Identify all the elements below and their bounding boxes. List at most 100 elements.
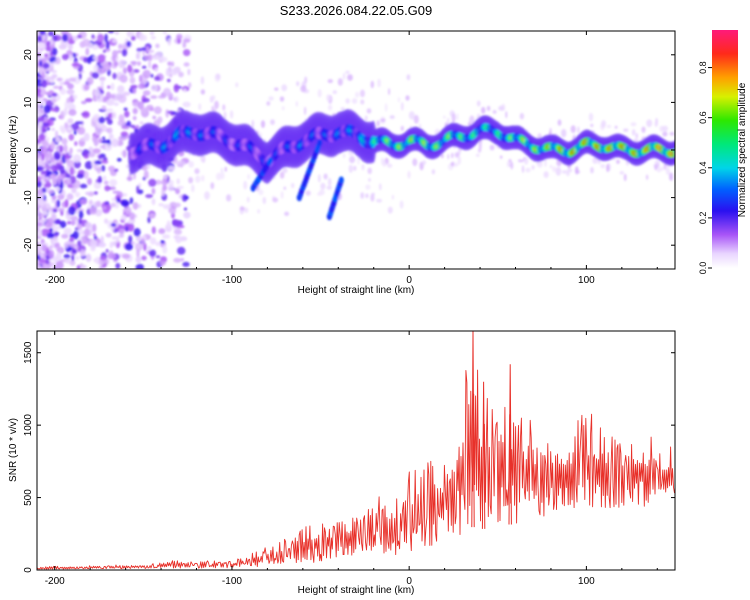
noise-blob — [102, 63, 111, 72]
noise-blob — [98, 266, 104, 269]
ridge-blob — [675, 147, 680, 155]
noise-blob — [92, 223, 97, 233]
noise-blob — [37, 109, 42, 118]
noise-blob — [370, 80, 374, 89]
noise-blob — [38, 133, 46, 141]
noise-blob — [122, 253, 131, 259]
noise-blob — [183, 211, 191, 219]
noise-blob — [367, 167, 373, 175]
y-tick-label: 20 — [23, 49, 34, 61]
noise-blob — [97, 54, 106, 63]
noise-blob — [64, 199, 69, 208]
noise-blob — [139, 74, 143, 82]
noise-blob — [38, 218, 47, 223]
noise-blob — [592, 157, 598, 164]
noise-blob — [391, 194, 394, 200]
noise-blob — [40, 88, 46, 95]
noise-blob — [384, 103, 388, 112]
noise-blob — [326, 185, 332, 190]
noise-blob — [118, 228, 125, 235]
noise-blob — [175, 187, 180, 195]
noise-blob — [167, 37, 172, 46]
noise-blob — [304, 76, 308, 84]
noise-blob — [407, 170, 411, 179]
noise-blob — [140, 238, 145, 246]
noise-blob — [177, 246, 186, 255]
noise-blob — [71, 254, 75, 262]
noise-blob — [111, 236, 120, 240]
noise-blob — [142, 90, 151, 96]
noise-blob — [300, 85, 307, 93]
noise-blob — [317, 89, 322, 98]
noise-blob — [48, 31, 54, 37]
noise-blob — [63, 107, 68, 116]
noise-blob — [150, 35, 156, 40]
noise-blob — [68, 77, 77, 82]
noise-blob — [41, 128, 46, 134]
noise-blob — [72, 154, 82, 163]
noise-blob — [103, 180, 109, 185]
noise-blob — [85, 253, 92, 263]
noise-blob — [152, 55, 160, 60]
noise-blob — [159, 260, 166, 266]
noise-blob — [176, 185, 184, 190]
noise-blob — [76, 223, 83, 230]
noise-blob — [370, 194, 375, 202]
noise-blob — [162, 234, 171, 239]
noise-blob — [38, 44, 43, 49]
noise-blob — [78, 210, 84, 219]
noise-blob — [251, 119, 255, 128]
noise-blob — [39, 31, 46, 36]
noise-blob — [451, 152, 454, 159]
noise-blob — [111, 186, 115, 190]
noise-blob — [669, 172, 674, 181]
noise-blob — [50, 155, 55, 165]
noise-blob — [68, 109, 77, 116]
noise-blob — [41, 206, 48, 212]
noise-blob — [102, 175, 107, 181]
y-tick-label: -20 — [23, 238, 34, 253]
spectrogram-ylabel: Frequency (Hz) — [8, 116, 19, 185]
noise-blob — [175, 235, 183, 244]
noise-blob — [45, 259, 50, 265]
noise-blob — [347, 74, 353, 81]
noise-blob — [37, 264, 41, 269]
noise-blob — [138, 83, 146, 90]
noise-blob — [43, 178, 48, 182]
noise-blob — [115, 262, 121, 269]
noise-blob — [37, 165, 44, 172]
noise-blob — [408, 111, 415, 120]
noise-blob — [646, 119, 653, 128]
colorbar-tick-label: 0.2 — [698, 212, 708, 225]
noise-blob — [342, 72, 346, 80]
noise-blob — [246, 196, 250, 203]
noise-blob — [623, 173, 627, 182]
noise-blob — [413, 114, 419, 124]
noise-blob — [108, 165, 116, 172]
noise-blob — [145, 194, 154, 199]
spectrogram-image — [37, 31, 680, 269]
noise-blob — [158, 203, 164, 207]
y-tick-label: 10 — [23, 96, 34, 108]
noise-blob — [69, 260, 76, 266]
spectrogram-xlabel: Height of straight line (km) — [298, 285, 415, 296]
noise-blob — [101, 139, 109, 144]
noise-blob — [102, 206, 107, 210]
noise-blob — [104, 33, 108, 43]
noise-blob — [67, 118, 74, 124]
noise-blob — [50, 236, 59, 244]
noise-blob — [345, 98, 350, 104]
noise-blob — [173, 202, 181, 208]
noise-blob — [247, 174, 250, 180]
noise-blob — [260, 120, 266, 128]
noise-blob — [182, 261, 190, 267]
noise-blob — [110, 82, 115, 91]
noise-blob — [37, 78, 42, 84]
noise-blob — [165, 68, 170, 77]
noise-blob — [606, 124, 612, 129]
noise-blob — [486, 105, 491, 112]
noise-blob — [69, 166, 75, 176]
noise-blob — [360, 99, 365, 105]
noise-blob — [257, 209, 260, 214]
noise-blob — [187, 68, 191, 76]
